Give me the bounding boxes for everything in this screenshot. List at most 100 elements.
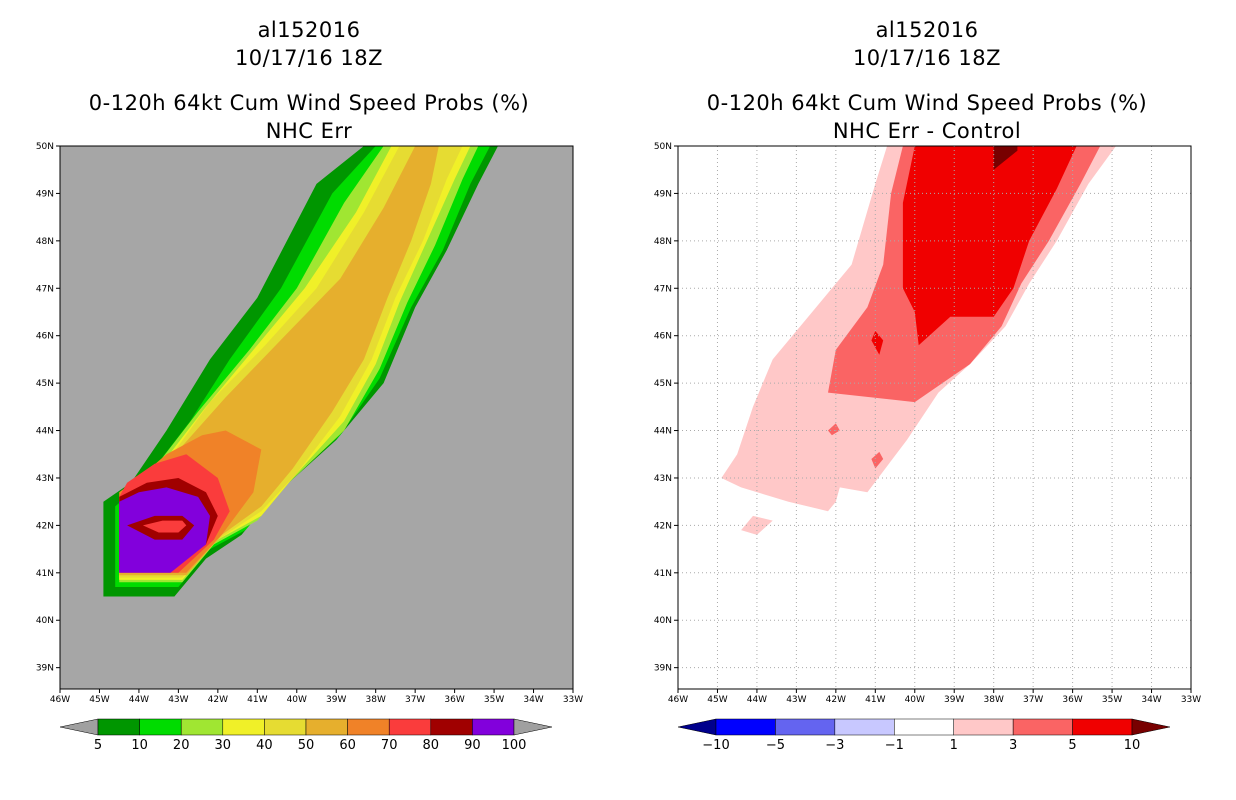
colorbar: −10 −5 −3 −1 1 3 5 10: [677, 718, 1171, 753]
colorbar-label: 1: [950, 738, 958, 753]
colorbar-label: 10: [131, 738, 148, 753]
x-tick-label: 44W: [129, 695, 149, 705]
y-tick-label: 41N: [36, 569, 54, 579]
y-tick-label: 43N: [654, 474, 672, 484]
colorbar-label: 20: [173, 738, 190, 753]
colorbar-swatch: [715, 718, 776, 736]
x-tick-label: 39W: [944, 695, 964, 705]
colorbar-label: −10: [702, 738, 729, 753]
contour-region-5: [902, 146, 1077, 346]
x-tick-label: 42W: [826, 695, 846, 705]
colorbar-label: 5: [94, 738, 102, 753]
y-tick-label: 40N: [654, 616, 672, 626]
colorbar-swatch: [834, 718, 895, 736]
plot-background: [60, 146, 573, 689]
x-tick-label: 34W: [1141, 695, 1161, 705]
plot-frame: [677, 145, 1192, 690]
x-tick-label: 36W: [1062, 695, 1082, 705]
colorbar-label: 90: [464, 738, 481, 753]
chart-title: 0-120h 64kt Cum Wind Speed Probs (%): [88, 91, 530, 115]
left-panel: al152016 10/17/16 18Z 0-120h 64kt Cum Wi…: [36, 18, 583, 753]
colorbar-swatch: [180, 718, 224, 736]
colorbar-over-triangle: [513, 718, 553, 736]
x-tick-label: 40W: [905, 695, 925, 705]
y-tick-label: 44N: [36, 427, 54, 437]
x-tick-label: 35W: [484, 695, 504, 705]
right-panel: al152016 10/17/16 18Z 0-120h 64kt Cum Wi…: [618, 0, 1236, 800]
colorbar-label: 70: [381, 738, 398, 753]
colorbar-label: 3: [1009, 738, 1017, 753]
y-tick-label: 43N: [36, 474, 54, 484]
y-tick-label: 49N: [654, 189, 672, 199]
x-tick-label: 39W: [326, 695, 346, 705]
colorbar-label: −3: [825, 738, 844, 753]
colorbar-swatch: [305, 718, 348, 736]
contour-region-1: [721, 146, 1116, 512]
valid-time: 10/17/16 18Z: [234, 46, 384, 70]
colorbar-label: 100: [502, 738, 527, 753]
x-tick-label: 34W: [523, 695, 543, 705]
colorbar-label: 5: [1068, 738, 1076, 753]
contour-fills: [721, 146, 1116, 535]
plot-background: [678, 146, 1191, 689]
storm-id: al152016: [257, 18, 361, 42]
colorbar-swatch: [775, 718, 836, 736]
gridlines: [678, 146, 1191, 689]
y-tick-label: 47N: [654, 284, 672, 294]
y-tick-label: 44N: [654, 427, 672, 437]
x-tick-label: 33W: [563, 695, 583, 705]
colorbar-label: 10: [1124, 738, 1141, 753]
y-tick-label: 46N: [654, 332, 672, 342]
contour-fills: [103, 146, 499, 597]
contour-region-70: [142, 520, 187, 533]
y-tick-label: 39N: [36, 664, 54, 674]
y-tick-label: 46N: [36, 332, 54, 342]
x-tick-label: 44W: [747, 695, 767, 705]
colorbar-label: 50: [298, 738, 315, 753]
colorbar-label: 30: [215, 738, 232, 753]
colorbar-label: −1: [885, 738, 904, 753]
colorbar-swatch: [953, 718, 1014, 736]
x-tick-label: 37W: [1023, 695, 1043, 705]
colorbar-label: 80: [423, 738, 440, 753]
colorbar-label: 60: [339, 738, 356, 753]
contour-region-60: [119, 430, 262, 573]
colorbar-label: 40: [256, 738, 273, 753]
y-tick-label: 45N: [654, 379, 672, 389]
contour-region-30: [119, 146, 471, 580]
contour-region-1: [741, 515, 773, 535]
colorbar-swatch: [264, 718, 307, 736]
colorbar-swatch: [1072, 718, 1133, 736]
colorbar-under-triangle: [59, 718, 99, 736]
x-tick-label: 35W: [1102, 695, 1122, 705]
colorbar-swatch: [139, 718, 182, 736]
colorbar-swatch: [97, 718, 140, 736]
x-tick-label: 40W: [287, 695, 307, 705]
chart-subtitle: NHC Err: [265, 119, 353, 143]
x-tick-label: 43W: [786, 695, 806, 705]
storm-id: al152016: [875, 18, 979, 42]
plot-frame: [59, 145, 574, 690]
x-tick-label: 33W: [1181, 695, 1201, 705]
contour-region-80: [119, 478, 218, 571]
y-tick-label: 47N: [36, 284, 54, 294]
contour-region-5: [103, 146, 499, 597]
x-tick-label: 45W: [707, 695, 727, 705]
colorbar-over-triangle: [1131, 718, 1171, 736]
contour-region-5: [871, 331, 884, 355]
contour-region-40: [119, 146, 463, 578]
contour-region-10: [115, 146, 491, 587]
x-tick-label: 41W: [865, 695, 885, 705]
x-tick-label: 42W: [208, 695, 228, 705]
x-tick-label: 41W: [247, 695, 267, 705]
contour-region-3: [871, 451, 884, 469]
contour-region-90: [119, 487, 210, 573]
x-tick-label: 38W: [366, 695, 386, 705]
y-tick-label: 41N: [654, 569, 672, 579]
x-tick-label: 43W: [168, 695, 188, 705]
y-tick-label: 42N: [654, 521, 672, 531]
colorbar: 5 10 20 30 40 50 60 70 80 90 100: [59, 718, 553, 753]
y-tick-label: 40N: [36, 616, 54, 626]
contour-region-70: [119, 454, 230, 573]
y-tick-label: 45N: [36, 379, 54, 389]
